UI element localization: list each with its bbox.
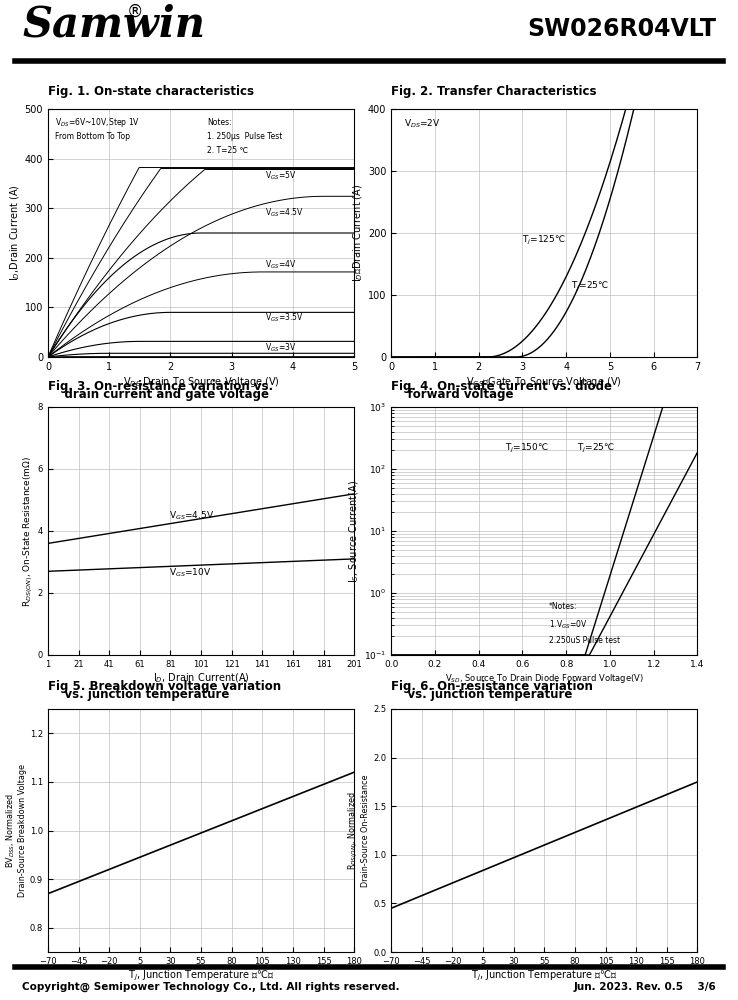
Text: 1. 250μs  Pulse Test: 1. 250μs Pulse Test (207, 132, 283, 141)
Text: V$_{DS}$=6V~10V,Step 1V: V$_{DS}$=6V~10V,Step 1V (55, 116, 140, 129)
Text: Fig. 4. On-state current vs. diode: Fig. 4. On-state current vs. diode (391, 380, 612, 393)
Text: V$_{DS}$=2V: V$_{DS}$=2V (404, 117, 441, 130)
Text: From Bottom To Top: From Bottom To Top (55, 132, 131, 141)
X-axis label: V$_{DS}$,Drain To Source Voltage (V): V$_{DS}$,Drain To Source Voltage (V) (123, 375, 280, 389)
Text: Fig. 3. On-resistance variation vs.: Fig. 3. On-resistance variation vs. (48, 380, 273, 393)
X-axis label: T$_j$, Junction Temperature （℃）: T$_j$, Junction Temperature （℃） (471, 969, 618, 983)
Text: vs. junction temperature: vs. junction temperature (48, 688, 230, 701)
Text: forward voltage: forward voltage (391, 388, 514, 401)
Text: V$_{GS}$=4.5V: V$_{GS}$=4.5V (266, 207, 304, 219)
Text: V$_{GS}$=3V: V$_{GS}$=3V (266, 342, 297, 354)
Text: ®: ® (127, 3, 143, 21)
Text: vs. junction temperature: vs. junction temperature (391, 688, 573, 701)
Text: drain current and gate voltage: drain current and gate voltage (48, 388, 269, 401)
Text: Jun. 2023. Rev. 0.5    3/6: Jun. 2023. Rev. 0.5 3/6 (573, 982, 716, 992)
Text: T$_j$=25℃: T$_j$=25℃ (577, 442, 615, 455)
Text: Fig. 2. Transfer Characteristics: Fig. 2. Transfer Characteristics (391, 85, 596, 98)
Text: T$_j$=150℃: T$_j$=150℃ (505, 442, 549, 455)
Text: V$_{GS}$=10V: V$_{GS}$=10V (169, 567, 211, 579)
Text: *Notes:: *Notes: (548, 602, 577, 611)
Y-axis label: I$_D$，Drain Current (A): I$_D$，Drain Current (A) (351, 184, 365, 282)
Text: T$_j$=25℃: T$_j$=25℃ (570, 280, 609, 293)
Text: SW026R04VLT: SW026R04VLT (527, 17, 716, 41)
X-axis label: I$_D$, Drain Current(A): I$_D$, Drain Current(A) (153, 672, 249, 685)
Y-axis label: I$_D$,Drain Current (A): I$_D$,Drain Current (A) (8, 185, 22, 281)
Text: T$_j$=125℃: T$_j$=125℃ (523, 234, 566, 247)
Text: Notes:: Notes: (207, 118, 232, 127)
Text: Samwin: Samwin (22, 4, 205, 46)
Text: 2. T=25 ℃: 2. T=25 ℃ (207, 146, 249, 155)
Y-axis label: R$_{DS(ON)}$, On-State Resistance(mΩ): R$_{DS(ON)}$, On-State Resistance(mΩ) (21, 455, 35, 607)
Text: V$_{GS}$=5V: V$_{GS}$=5V (266, 170, 297, 182)
Text: Fig. 6. On-resistance variation: Fig. 6. On-resistance variation (391, 680, 593, 693)
Text: 1.V$_{GS}$=0V: 1.V$_{GS}$=0V (548, 618, 587, 631)
Text: 2.250uS Pulse test: 2.250uS Pulse test (548, 636, 620, 645)
Text: Fig 5. Breakdown voltage variation: Fig 5. Breakdown voltage variation (48, 680, 281, 693)
Text: Copyright@ Semipower Technology Co., Ltd. All rights reserved.: Copyright@ Semipower Technology Co., Ltd… (22, 982, 400, 992)
Y-axis label: R$_{DS(ON)}$, Normalized
Drain-Source On-Resistance: R$_{DS(ON)}$, Normalized Drain-Source On… (346, 774, 370, 887)
Y-axis label: BV$_{DSS}$, Normalized
Drain-Source Breakdown Voltage: BV$_{DSS}$, Normalized Drain-Source Brea… (4, 764, 27, 897)
Text: Fig. 1. On-state characteristics: Fig. 1. On-state characteristics (48, 85, 254, 98)
X-axis label: V$_{GS}$，Gate To Source Voltage (V): V$_{GS}$，Gate To Source Voltage (V) (466, 375, 622, 389)
Text: V$_{GS}$=3.5V: V$_{GS}$=3.5V (266, 311, 304, 324)
Text: V$_{GS}$=4V: V$_{GS}$=4V (266, 259, 297, 271)
X-axis label: T$_j$, Junction Temperature （℃）: T$_j$, Junction Temperature （℃） (128, 969, 275, 983)
Y-axis label: I$_S$, Source Current(A): I$_S$, Source Current(A) (348, 479, 361, 583)
X-axis label: V$_{SD}$, Source To Drain Diode Forward Voltage(V): V$_{SD}$, Source To Drain Diode Forward … (445, 672, 644, 685)
Text: V$_{GS}$=4.5V: V$_{GS}$=4.5V (169, 510, 214, 522)
